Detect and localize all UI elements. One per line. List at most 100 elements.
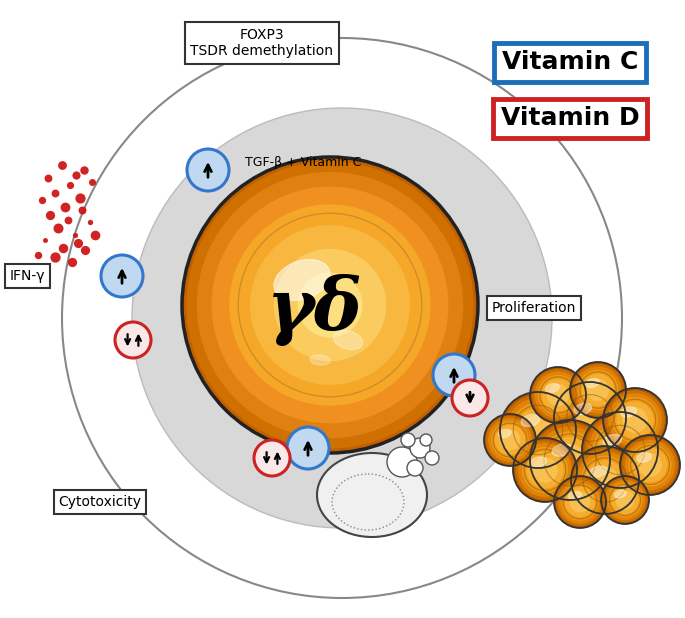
Circle shape <box>622 407 648 433</box>
Circle shape <box>491 421 529 459</box>
Circle shape <box>585 460 625 500</box>
Circle shape <box>101 255 143 297</box>
Circle shape <box>420 434 432 446</box>
Circle shape <box>486 416 534 464</box>
Circle shape <box>593 423 647 477</box>
Circle shape <box>561 483 599 521</box>
Ellipse shape <box>603 434 622 447</box>
Circle shape <box>62 38 622 598</box>
Circle shape <box>554 382 626 454</box>
Ellipse shape <box>590 466 606 477</box>
Circle shape <box>533 423 607 497</box>
Circle shape <box>554 444 586 476</box>
Circle shape <box>622 437 678 493</box>
Circle shape <box>554 476 606 528</box>
Circle shape <box>556 478 604 526</box>
Circle shape <box>625 440 675 490</box>
Circle shape <box>530 420 610 500</box>
Circle shape <box>601 476 649 524</box>
Circle shape <box>287 427 329 469</box>
Circle shape <box>541 431 599 489</box>
Circle shape <box>452 380 488 416</box>
Circle shape <box>628 443 671 486</box>
Circle shape <box>616 402 653 439</box>
Circle shape <box>484 414 536 466</box>
Text: IFN-γ: IFN-γ <box>10 269 45 283</box>
Ellipse shape <box>574 404 592 415</box>
Circle shape <box>577 451 634 509</box>
Circle shape <box>603 478 647 522</box>
Circle shape <box>516 408 560 452</box>
Ellipse shape <box>636 453 651 462</box>
Text: FOXP3
TSDR demethylation: FOXP3 TSDR demethylation <box>190 28 334 58</box>
Text: Vitamin D: Vitamin D <box>501 106 639 130</box>
Circle shape <box>522 447 568 493</box>
Circle shape <box>197 172 463 438</box>
Circle shape <box>633 447 667 483</box>
Circle shape <box>115 322 151 358</box>
Circle shape <box>536 426 603 494</box>
Circle shape <box>605 435 635 465</box>
Circle shape <box>515 440 575 500</box>
Circle shape <box>588 418 652 482</box>
Circle shape <box>182 157 478 453</box>
Circle shape <box>608 483 643 517</box>
Circle shape <box>638 453 662 477</box>
Circle shape <box>547 384 569 406</box>
Circle shape <box>564 392 616 444</box>
Ellipse shape <box>614 490 626 498</box>
Circle shape <box>410 438 430 458</box>
Circle shape <box>612 397 658 443</box>
Ellipse shape <box>531 457 547 467</box>
Circle shape <box>580 455 630 504</box>
Circle shape <box>407 460 423 476</box>
Circle shape <box>547 437 593 483</box>
Circle shape <box>254 440 290 476</box>
Ellipse shape <box>586 379 599 387</box>
Circle shape <box>499 430 521 451</box>
Text: Vitamin C: Vitamin C <box>502 50 638 74</box>
Circle shape <box>603 388 667 452</box>
Circle shape <box>229 205 431 405</box>
Circle shape <box>560 387 620 448</box>
Circle shape <box>274 249 386 362</box>
Circle shape <box>611 486 639 514</box>
Circle shape <box>532 457 558 483</box>
Ellipse shape <box>274 260 330 300</box>
Circle shape <box>530 367 586 423</box>
Circle shape <box>495 425 525 455</box>
Ellipse shape <box>545 384 559 392</box>
Circle shape <box>571 446 639 514</box>
Circle shape <box>488 418 532 462</box>
Circle shape <box>570 491 590 512</box>
Ellipse shape <box>552 444 572 456</box>
Circle shape <box>587 379 609 401</box>
Circle shape <box>518 443 572 497</box>
Circle shape <box>606 390 664 450</box>
Circle shape <box>297 273 362 337</box>
Circle shape <box>187 149 229 191</box>
Circle shape <box>572 364 624 416</box>
Circle shape <box>558 480 602 524</box>
Text: γδ: γδ <box>267 274 363 346</box>
Circle shape <box>401 433 415 447</box>
Circle shape <box>387 447 417 477</box>
Circle shape <box>510 403 565 457</box>
Circle shape <box>132 108 552 528</box>
Circle shape <box>542 379 574 411</box>
Circle shape <box>500 392 576 468</box>
Circle shape <box>578 370 618 410</box>
Ellipse shape <box>499 430 511 438</box>
Circle shape <box>534 371 582 418</box>
Ellipse shape <box>621 407 636 417</box>
Circle shape <box>575 366 621 413</box>
Circle shape <box>598 428 642 472</box>
Circle shape <box>585 415 656 485</box>
Ellipse shape <box>310 355 330 365</box>
Circle shape <box>575 404 604 433</box>
Circle shape <box>591 467 619 494</box>
Circle shape <box>582 412 658 488</box>
Circle shape <box>250 225 410 385</box>
Text: Proliferation: Proliferation <box>492 301 576 315</box>
Ellipse shape <box>317 453 427 537</box>
